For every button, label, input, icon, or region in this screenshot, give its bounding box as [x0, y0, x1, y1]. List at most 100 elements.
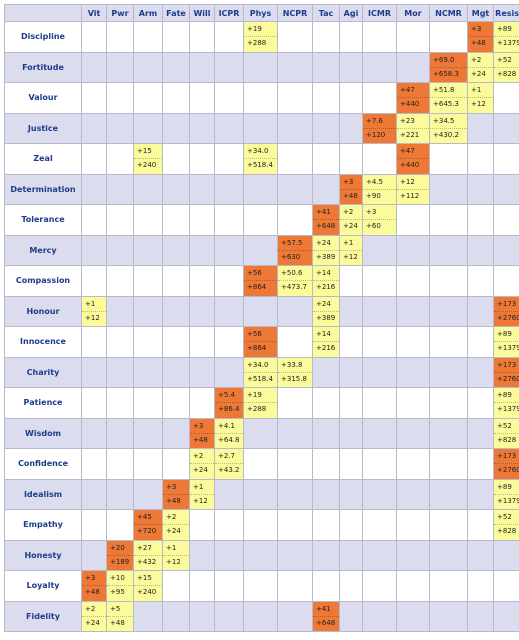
empty-cell	[134, 113, 162, 143]
empty-cell	[430, 571, 467, 601]
stat-value-top: +3	[190, 420, 214, 434]
empty-cell	[494, 113, 519, 143]
empty-cell	[215, 479, 243, 509]
stat-value-top: +3	[82, 572, 106, 587]
empty-cell	[430, 327, 467, 357]
empty-cell	[190, 113, 214, 143]
empty-cell	[82, 22, 106, 52]
stat-value-top: +24	[313, 237, 339, 251]
stat-value-bottom: +24	[193, 466, 208, 475]
stat-value-top: +1	[163, 542, 189, 556]
empty-cell	[278, 601, 312, 631]
empty-cell	[340, 83, 362, 113]
empty-cell	[430, 144, 467, 174]
empty-cell	[82, 83, 106, 113]
empty-cell	[313, 83, 339, 113]
empty-cell	[313, 174, 339, 204]
table-row: Compassion +56 +864 +50.6 +473.7 +14 +216	[5, 266, 519, 296]
stat-value-bottom: +12	[343, 252, 358, 261]
empty-cell	[340, 113, 362, 143]
empty-cell	[244, 510, 277, 540]
empty-cell	[163, 144, 189, 174]
empty-cell	[190, 357, 214, 387]
empty-cell	[363, 22, 396, 52]
empty-cell	[468, 601, 493, 631]
empty-cell	[494, 205, 519, 235]
empty-cell	[107, 449, 133, 479]
stat-value-top: +41	[313, 603, 339, 617]
stat-cell: +2 +24	[468, 52, 493, 82]
stat-cell: +14 +216	[313, 327, 339, 357]
column-header-icmr: ICMR	[363, 5, 396, 21]
table-row: Wisdom +3 +48 +4.1 +64.8 +52 +828	[5, 418, 519, 448]
stat-value-top: +3	[340, 176, 362, 190]
stat-cell: +89 +1379	[494, 22, 519, 52]
empty-cell	[363, 601, 396, 631]
empty-cell	[397, 235, 429, 265]
stat-value-top: +89	[494, 481, 519, 495]
empty-cell	[494, 266, 519, 296]
empty-cell	[468, 205, 493, 235]
stat-value-bottom: +828	[497, 435, 517, 444]
stat-value-top: +3	[468, 23, 493, 38]
empty-cell	[215, 510, 243, 540]
stat-value-top: +56	[244, 267, 277, 282]
stat-value-top: +10	[107, 572, 133, 587]
stat-value-bottom: +288	[247, 405, 267, 414]
row-label: Charity	[5, 357, 81, 387]
row-label: Fidelity	[5, 601, 81, 631]
stat-value-top: +14	[313, 328, 339, 343]
stat-cell: +1 +12	[163, 540, 189, 570]
empty-cell	[244, 479, 277, 509]
empty-cell	[397, 571, 429, 601]
empty-cell	[163, 418, 189, 448]
stat-value-bottom: +518.4	[247, 374, 273, 383]
table-row: Mercy +57.5 +630 +24 +389 +1 +12	[5, 235, 519, 265]
stat-value-bottom: +430.2	[433, 130, 459, 139]
stat-value-bottom: +48	[85, 588, 100, 597]
stat-cell: +89 +1379	[494, 327, 519, 357]
empty-cell	[134, 235, 162, 265]
column-header-agi: Agi	[340, 5, 362, 21]
stat-value-bottom: +440	[400, 100, 420, 109]
empty-cell	[134, 174, 162, 204]
empty-cell	[107, 388, 133, 418]
stat-value-bottom: +1379	[497, 39, 519, 48]
stat-value-top: +24	[313, 298, 339, 312]
stat-value-bottom: +389	[316, 252, 336, 261]
stat-cell: +3 +48	[340, 174, 362, 204]
empty-cell	[468, 113, 493, 143]
empty-cell	[278, 144, 312, 174]
table-row: Determination +3 +48 +4.5 +90 +12 +112	[5, 174, 519, 204]
column-header-icpr: ICPR	[215, 5, 243, 21]
empty-cell	[215, 235, 243, 265]
empty-cell	[468, 327, 493, 357]
empty-cell	[215, 22, 243, 52]
stat-cell: +19 +288	[244, 22, 277, 52]
stat-value-top: +89	[494, 23, 519, 38]
empty-cell	[313, 52, 339, 82]
empty-cell	[82, 205, 106, 235]
empty-cell	[163, 235, 189, 265]
stat-value-bottom: +12	[193, 496, 208, 505]
empty-cell	[430, 540, 467, 570]
empty-cell	[340, 388, 362, 418]
stat-cell: +47 +440	[397, 144, 429, 174]
stat-cell: +10 +95	[107, 571, 133, 601]
empty-cell	[190, 388, 214, 418]
empty-cell	[190, 205, 214, 235]
empty-cell	[244, 205, 277, 235]
stat-cell: +7.6 +120	[363, 113, 396, 143]
empty-cell	[215, 266, 243, 296]
stat-value-bottom: +48	[166, 496, 181, 505]
stat-value-top: +41	[313, 206, 339, 221]
empty-cell	[363, 510, 396, 540]
empty-cell	[215, 113, 243, 143]
stat-cell: +1 +12	[468, 83, 493, 113]
stat-value-bottom: +828	[497, 69, 517, 78]
empty-cell	[363, 388, 396, 418]
empty-cell	[313, 449, 339, 479]
empty-cell	[468, 510, 493, 540]
virtue-stats-table: Vit Pwr Arm Fate Will ICPR Phys NCPR Tac…	[4, 4, 519, 632]
empty-cell	[468, 296, 493, 326]
